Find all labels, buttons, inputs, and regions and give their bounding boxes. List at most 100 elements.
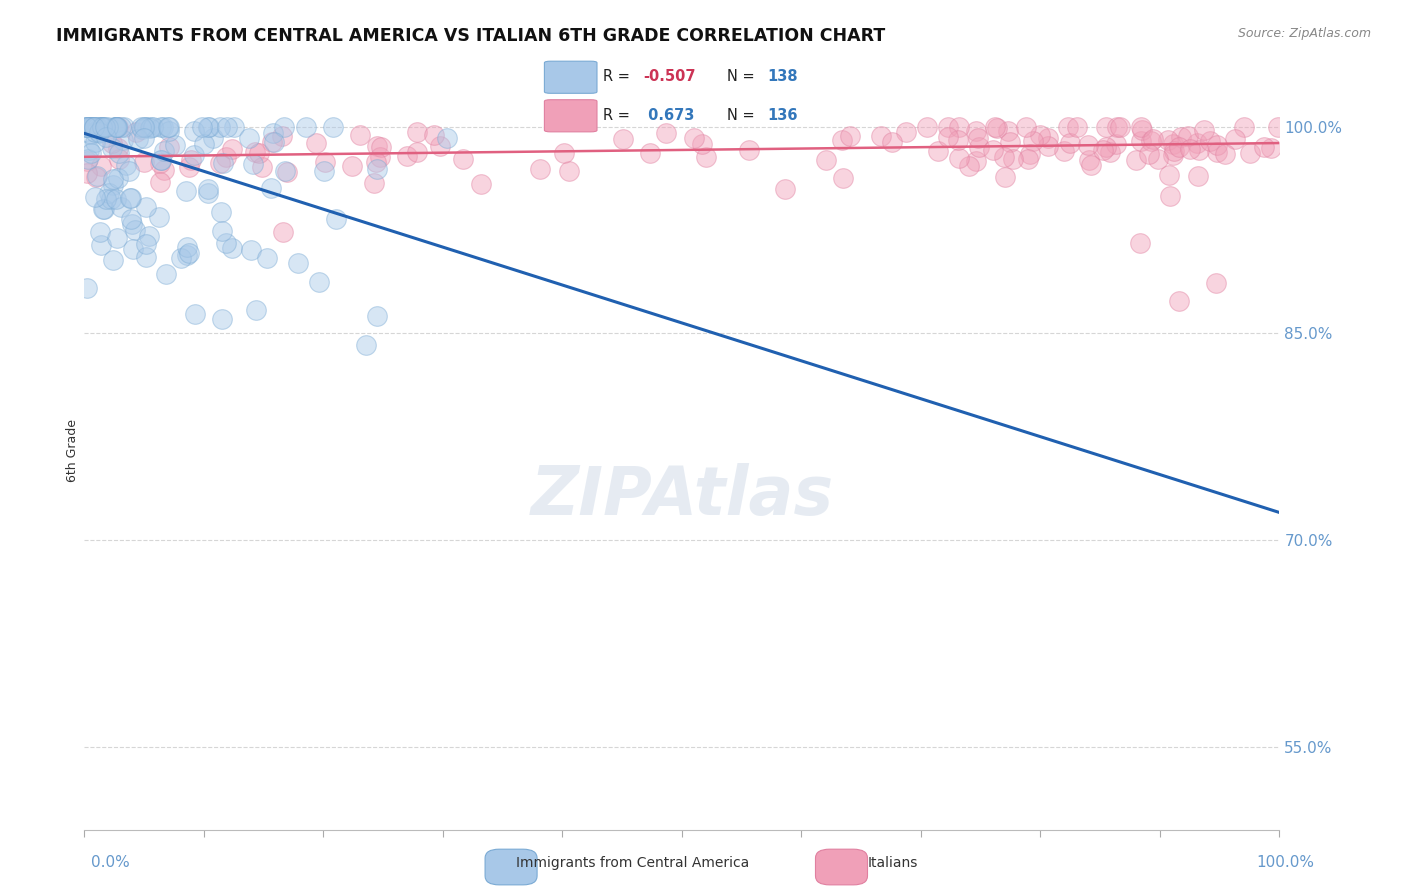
Point — [1108, 120, 1130, 134]
Point — [94, 120, 117, 134]
Point — [90, 120, 112, 134]
Point — [993, 150, 1015, 164]
Point — [245, 303, 267, 318]
Point — [831, 133, 853, 147]
Text: Immigrants from Central America: Immigrants from Central America — [516, 856, 749, 870]
Point — [1038, 130, 1060, 145]
Point — [1177, 128, 1199, 143]
FancyBboxPatch shape — [544, 62, 598, 94]
Point — [134, 154, 156, 169]
Point — [127, 131, 149, 145]
Point — [276, 164, 298, 178]
Point — [1180, 142, 1202, 156]
Point — [1161, 137, 1184, 152]
Point — [773, 182, 796, 196]
Point — [245, 145, 267, 159]
Point — [84, 125, 107, 139]
Point — [638, 146, 661, 161]
Point — [1105, 120, 1128, 134]
Point — [1223, 132, 1246, 146]
Point — [83, 120, 105, 134]
Point — [238, 130, 260, 145]
Point — [451, 152, 474, 166]
Point — [193, 137, 215, 152]
Point — [436, 131, 458, 145]
Point — [79, 120, 101, 134]
Text: ZIPAtlas: ZIPAtlas — [530, 463, 834, 529]
Point — [134, 131, 156, 145]
Point — [215, 236, 238, 251]
Point — [103, 253, 125, 268]
Point — [370, 140, 392, 154]
Point — [287, 256, 309, 270]
Point — [108, 152, 131, 166]
Point — [104, 120, 127, 134]
Point — [682, 130, 704, 145]
Point — [1213, 147, 1236, 161]
Point — [612, 132, 634, 146]
Point — [104, 120, 127, 134]
Point — [1187, 169, 1209, 183]
Point — [1017, 152, 1039, 166]
Point — [814, 153, 837, 168]
Point — [110, 120, 132, 134]
Point — [395, 149, 418, 163]
Point — [124, 223, 146, 237]
Point — [117, 164, 139, 178]
Point — [1194, 123, 1216, 137]
Point — [82, 120, 104, 134]
Point — [83, 120, 105, 134]
Point — [135, 251, 157, 265]
Point — [983, 120, 1005, 134]
Point — [105, 120, 128, 134]
Point — [135, 120, 157, 134]
Point — [422, 128, 444, 143]
Point — [90, 238, 112, 252]
Point — [76, 120, 98, 134]
Point — [76, 120, 98, 134]
Point — [1185, 136, 1208, 150]
Point — [242, 157, 264, 171]
Point — [179, 160, 201, 174]
Point — [153, 163, 176, 178]
Point — [1239, 146, 1261, 161]
Point — [1036, 138, 1059, 153]
Point — [90, 120, 112, 134]
Point — [364, 155, 387, 169]
Point — [76, 154, 98, 169]
Point — [1132, 122, 1154, 136]
Point — [260, 180, 283, 194]
Point — [91, 120, 114, 134]
Point — [142, 120, 165, 134]
Point — [997, 124, 1019, 138]
Point — [101, 172, 124, 186]
Point — [1206, 137, 1229, 152]
Point — [938, 129, 960, 144]
Point — [1019, 147, 1042, 161]
Text: R =: R = — [603, 69, 634, 84]
Point — [965, 124, 987, 138]
Point — [104, 120, 127, 134]
Point — [927, 144, 949, 158]
Point — [202, 131, 225, 145]
Point — [938, 120, 960, 134]
Point — [1267, 120, 1289, 134]
Point — [120, 191, 142, 205]
Point — [994, 170, 1017, 185]
Text: 0.673: 0.673 — [644, 108, 695, 123]
Point — [738, 143, 761, 157]
Point — [157, 139, 180, 153]
Point — [274, 164, 297, 178]
Point — [208, 155, 231, 169]
Point — [1095, 120, 1118, 135]
Text: N =: N = — [727, 69, 759, 84]
Point — [314, 155, 336, 169]
Point — [89, 225, 111, 239]
Point — [149, 153, 172, 167]
Text: 100.0%: 100.0% — [1257, 855, 1315, 870]
Point — [1022, 135, 1045, 149]
Point — [139, 120, 162, 134]
Text: 136: 136 — [768, 108, 797, 123]
Point — [105, 120, 128, 134]
Point — [308, 275, 330, 289]
